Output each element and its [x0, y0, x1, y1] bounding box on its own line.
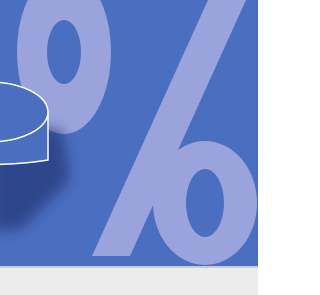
percent-ring-bottom: [153, 141, 257, 265]
divider: [0, 266, 258, 268]
illustration: [0, 0, 258, 295]
footer-strip: [0, 268, 258, 295]
